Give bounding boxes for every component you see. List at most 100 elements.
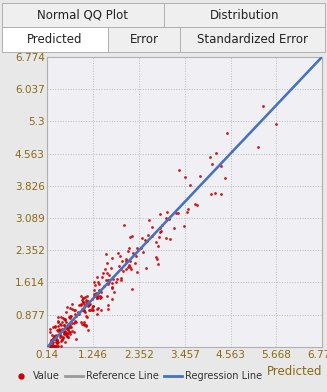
Point: [57, 326, 62, 332]
Point: [66, 324, 71, 330]
Point: [55, 327, 60, 334]
Point: [79, 293, 84, 299]
Point: [55, 318, 60, 324]
Point: [144, 265, 149, 271]
Point: [103, 276, 108, 283]
Point: [110, 285, 115, 291]
Point: [62, 329, 67, 336]
Point: [210, 161, 215, 167]
Point: [61, 322, 66, 328]
Point: [140, 249, 145, 255]
Point: [58, 332, 63, 338]
Point: [88, 307, 93, 313]
Point: [72, 329, 77, 336]
Point: [95, 306, 100, 312]
Point: [51, 334, 56, 341]
Point: [129, 266, 134, 272]
Point: [95, 295, 100, 301]
Point: [59, 338, 64, 344]
Point: [99, 289, 104, 295]
Text: Predicted: Predicted: [27, 33, 83, 46]
Point: [135, 269, 140, 275]
Point: [87, 301, 92, 308]
Text: Normal QQ Plot: Normal QQ Plot: [37, 9, 128, 22]
Point: [149, 233, 154, 239]
Point: [48, 326, 53, 332]
Point: [58, 334, 63, 340]
Point: [78, 301, 83, 307]
Point: [59, 326, 64, 332]
Point: [103, 251, 109, 258]
Point: [155, 261, 161, 267]
Point: [127, 264, 132, 270]
Point: [80, 299, 86, 305]
Point: [49, 343, 54, 350]
Point: [65, 327, 71, 333]
Point: [95, 305, 100, 311]
Point: [100, 269, 105, 276]
Point: [153, 254, 158, 260]
Point: [78, 319, 84, 325]
Point: [125, 249, 130, 255]
Point: [260, 103, 266, 109]
Point: [110, 296, 115, 302]
Point: [55, 343, 60, 349]
Point: [91, 292, 96, 299]
Point: [127, 234, 132, 240]
Point: [52, 334, 57, 340]
Point: [145, 232, 150, 238]
Text: Measured: Measured: [10, 38, 68, 51]
Point: [95, 274, 100, 281]
Point: [176, 210, 181, 216]
Point: [65, 333, 70, 339]
Point: [47, 343, 52, 350]
Point: [54, 337, 59, 343]
Point: [274, 120, 279, 127]
Point: [59, 322, 64, 328]
Point: [256, 144, 261, 150]
Point: [91, 287, 96, 294]
Point: [85, 303, 90, 309]
Point: [198, 172, 203, 179]
Point: [104, 260, 109, 266]
Point: [113, 279, 118, 285]
Point: [95, 290, 100, 296]
Point: [89, 307, 95, 313]
Point: [95, 295, 100, 301]
Point: [62, 329, 68, 336]
Point: [81, 303, 86, 310]
Point: [64, 309, 69, 316]
Point: [49, 343, 54, 350]
Point: [158, 229, 163, 235]
Point: [64, 333, 69, 339]
Point: [145, 238, 150, 244]
Point: [99, 274, 104, 280]
Point: [53, 339, 59, 345]
Point: [53, 333, 58, 339]
Point: [167, 236, 172, 242]
Point: [67, 315, 73, 321]
Point: [133, 253, 139, 260]
Point: [163, 214, 168, 221]
Point: [157, 225, 163, 231]
Point: [59, 333, 64, 339]
Point: [69, 320, 75, 327]
Point: [118, 277, 123, 283]
Point: [48, 343, 53, 350]
Point: [105, 281, 110, 287]
Point: [64, 330, 70, 337]
Point: [173, 211, 179, 217]
Point: [62, 339, 67, 345]
Point: [97, 295, 102, 301]
Point: [85, 298, 91, 304]
Point: [208, 154, 213, 161]
Point: [92, 291, 97, 297]
Text: Distribution: Distribution: [210, 9, 279, 22]
Point: [60, 335, 66, 341]
Point: [214, 150, 219, 156]
Point: [57, 327, 62, 334]
Point: [51, 332, 56, 339]
Point: [107, 272, 112, 278]
Point: [58, 327, 63, 333]
Point: [82, 309, 88, 315]
